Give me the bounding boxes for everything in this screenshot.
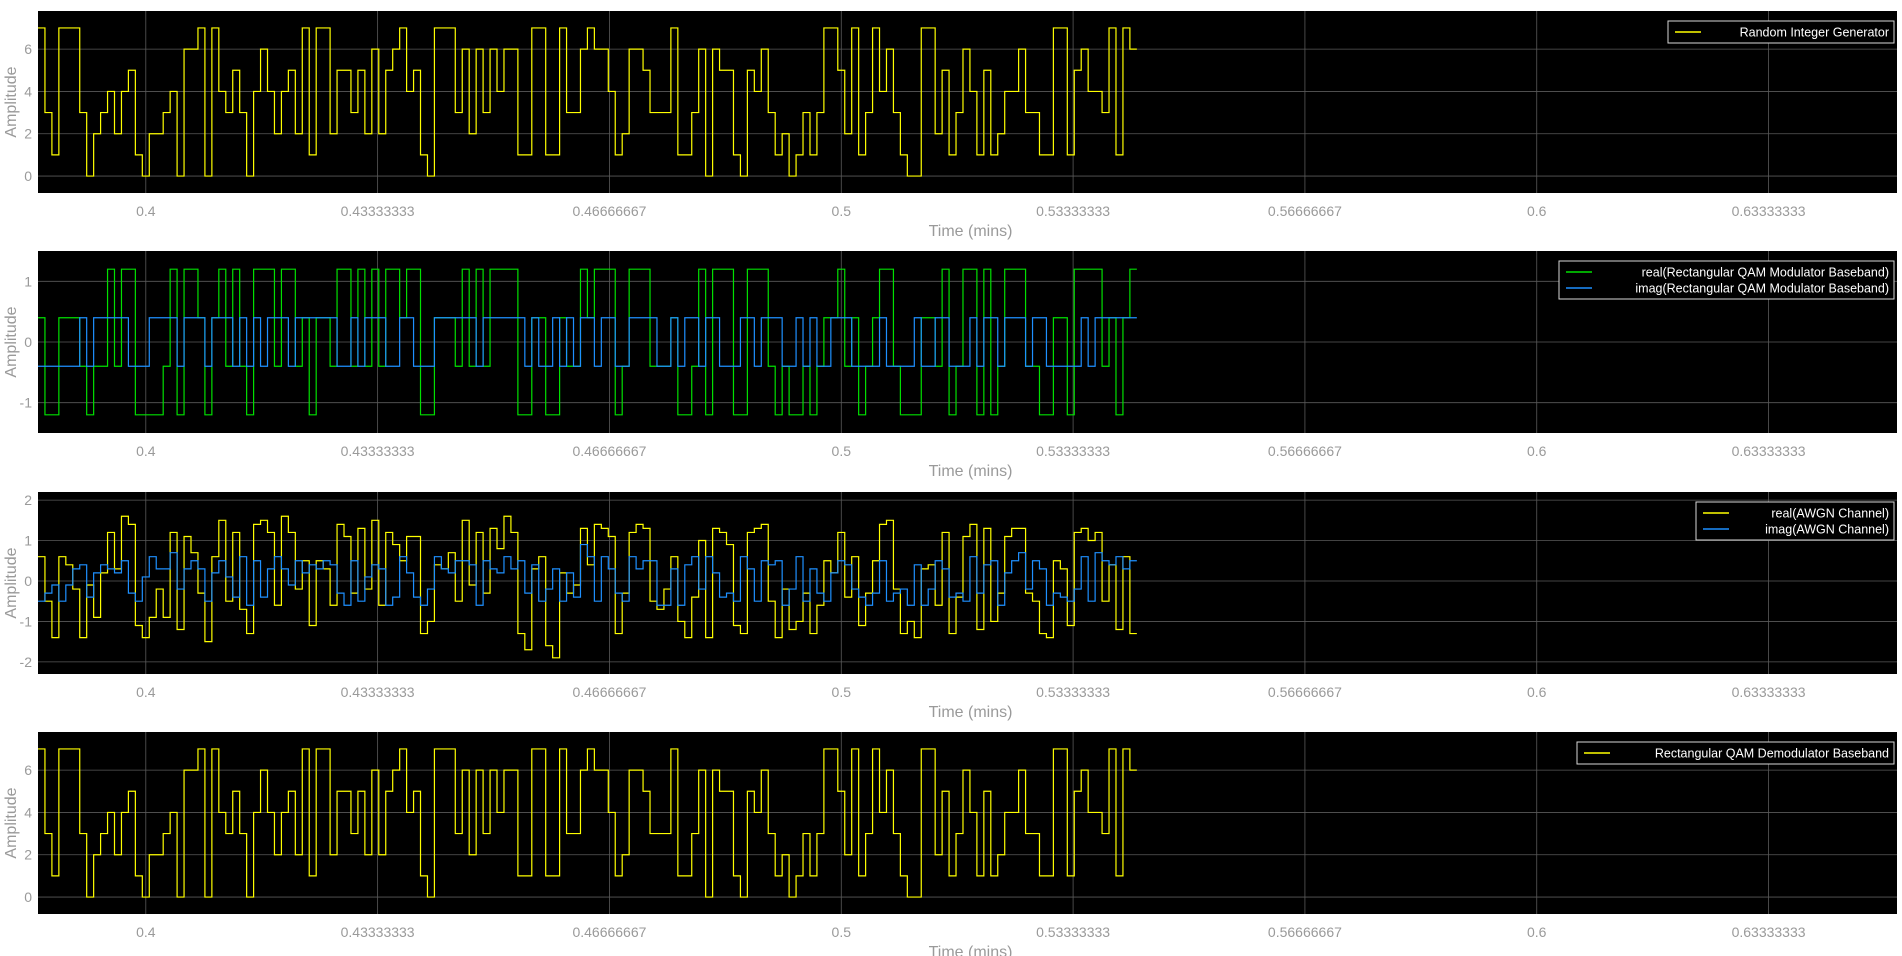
y-axis-title: Amplitude — [3, 547, 20, 618]
x-axis-title: Time (mins) — [929, 463, 1013, 480]
y-tick-label: -1 — [20, 613, 33, 629]
x-tick-label: 0.43333333 — [341, 684, 415, 700]
x-tick-label: 0.43333333 — [341, 443, 415, 459]
legend-entry: Random Integer Generator — [1740, 26, 1889, 40]
scope-panel-1: 0.4 0.43333333 0.46666667 0.5 0.53333333 0.56… — [3, 11, 1897, 240]
plot-area — [38, 11, 1897, 193]
y-tick-label: 0 — [24, 334, 32, 350]
legend-entry: real(AWGN Channel) — [1771, 507, 1889, 521]
scope-panel-4: 0.4 0.43333333 0.46666667 0.5 0.53333333 0.56… — [3, 732, 1897, 956]
x-tick-label: 0.46666667 — [572, 924, 646, 940]
y-axis-title: Amplitude — [3, 66, 20, 137]
series-line-1 — [38, 27, 1137, 177]
y-tick-label: 0 — [24, 573, 32, 589]
y-tick-label: 6 — [24, 41, 32, 57]
x-tick-label: 0.46666667 — [572, 684, 646, 700]
x-tick-label: 0.6 — [1527, 443, 1547, 459]
x-tick-label: 0.4 — [136, 924, 156, 940]
series-line-2 — [38, 543, 1137, 606]
x-axis-title: Time (mins) — [929, 223, 1013, 240]
x-tick-label: 0.4 — [136, 443, 156, 459]
y-axis-title: Amplitude — [3, 787, 20, 858]
legend-entry: real(Rectangular QAM Modulator Baseband) — [1642, 266, 1889, 280]
legend-entry: imag(Rectangular QAM Modulator Baseband) — [1635, 282, 1889, 296]
legend-box — [1667, 20, 1895, 44]
x-tick-label: 0.5 — [832, 924, 852, 940]
legend-entry: Rectangular QAM Demodulator Baseband — [1655, 747, 1889, 761]
x-tick-label: 0.6 — [1527, 684, 1547, 700]
series-line-1 — [38, 268, 1137, 416]
y-tick-label: 1 — [24, 533, 32, 549]
x-tick-label: 0.53333333 — [1036, 924, 1110, 940]
y-tick-label: 2 — [24, 847, 32, 863]
y-tick-label: -2 — [20, 654, 33, 670]
y-tick-label: 0 — [24, 168, 32, 184]
y-tick-label: 6 — [24, 762, 32, 778]
scope-panel-3: 0.4 0.43333333 0.46666667 0.5 0.53333333 0.56… — [3, 492, 1897, 721]
x-tick-label: 0.63333333 — [1732, 443, 1806, 459]
x-tick-label: 0.63333333 — [1732, 684, 1806, 700]
y-tick-label: -1 — [20, 395, 33, 411]
x-tick-label: 0.6 — [1527, 924, 1547, 940]
x-tick-label: 0.43333333 — [341, 203, 415, 219]
x-tick-label: 0.63333333 — [1732, 924, 1806, 940]
legend-box — [1558, 260, 1895, 300]
x-tick-label: 0.6 — [1527, 203, 1547, 219]
y-tick-label: 4 — [24, 804, 32, 820]
x-tick-label: 0.56666667 — [1268, 203, 1342, 219]
x-tick-label: 0.4 — [136, 684, 156, 700]
y-tick-label: 2 — [24, 492, 32, 508]
x-axis-title: Time (mins) — [929, 704, 1013, 721]
legend-entry: imag(AWGN Channel) — [1765, 523, 1889, 537]
y-tick-label: 2 — [24, 126, 32, 142]
legend[interactable]: Rectangular QAM Demodulator Baseband — [1576, 741, 1895, 765]
scope-panel-2: 0.4 0.43333333 0.46666667 0.5 0.53333333 0.56… — [3, 251, 1897, 480]
x-tick-label: 0.53333333 — [1036, 684, 1110, 700]
x-tick-label: 0.5 — [832, 203, 852, 219]
legend[interactable]: real(AWGN Channel) imag(AWGN Channel) — [1695, 501, 1895, 541]
x-tick-label: 0.56666667 — [1268, 443, 1342, 459]
legend[interactable]: Random Integer Generator — [1667, 20, 1895, 44]
series-line-1 — [38, 748, 1137, 898]
plot-area — [38, 492, 1897, 674]
x-tick-label: 0.63333333 — [1732, 203, 1806, 219]
x-tick-label: 0.5 — [832, 684, 852, 700]
x-tick-label: 0.53333333 — [1036, 443, 1110, 459]
y-tick-label: 1 — [24, 273, 32, 289]
legend[interactable]: real(Rectangular QAM Modulator Baseband)… — [1558, 260, 1895, 300]
x-tick-label: 0.56666667 — [1268, 924, 1342, 940]
series-line-2 — [38, 317, 1137, 367]
x-axis-title: Time (mins) — [929, 944, 1013, 956]
y-tick-label: 0 — [24, 889, 32, 905]
x-tick-label: 0.46666667 — [572, 203, 646, 219]
y-tick-label: 4 — [24, 83, 32, 99]
x-tick-label: 0.4 — [136, 203, 156, 219]
x-tick-label: 0.43333333 — [341, 924, 415, 940]
x-tick-label: 0.53333333 — [1036, 203, 1110, 219]
legend-box — [1576, 741, 1895, 765]
y-axis-title: Amplitude — [3, 306, 20, 377]
legend-box — [1695, 501, 1895, 541]
x-tick-label: 0.46666667 — [572, 443, 646, 459]
x-tick-label: 0.56666667 — [1268, 684, 1342, 700]
x-tick-label: 0.5 — [832, 443, 852, 459]
